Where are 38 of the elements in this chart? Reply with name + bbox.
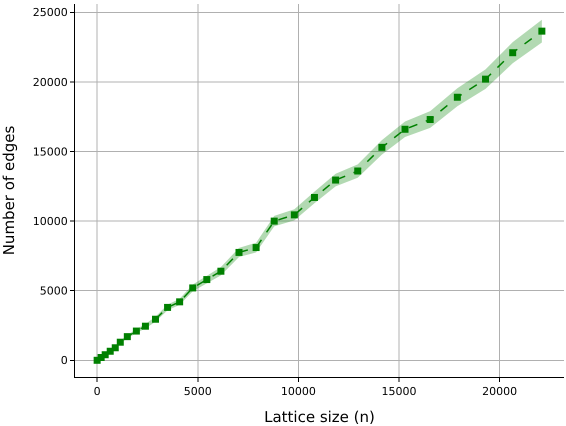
x-tick-label: 0	[94, 385, 101, 398]
point	[112, 344, 119, 352]
point	[270, 218, 278, 225]
point	[354, 168, 362, 175]
y-axis-title: Number of edges	[0, 126, 18, 256]
point	[426, 116, 434, 124]
point	[538, 28, 546, 35]
point	[402, 126, 409, 133]
point	[290, 211, 298, 218]
point	[189, 284, 196, 292]
point	[378, 144, 386, 151]
point	[132, 328, 140, 335]
x-axis-title: Lattice size (n)	[264, 408, 375, 426]
point	[164, 304, 172, 311]
x-tick-label: 10000	[280, 385, 316, 398]
point	[252, 244, 260, 252]
point	[152, 316, 159, 323]
point	[116, 338, 124, 346]
y-tick-label: 25000	[32, 6, 68, 20]
y-tick-label: 0	[60, 354, 68, 368]
point	[310, 194, 318, 201]
point	[509, 49, 516, 56]
y-tick-label: 10000	[32, 214, 68, 228]
point	[236, 248, 243, 256]
point	[203, 276, 210, 284]
point	[482, 76, 490, 83]
point	[454, 94, 461, 101]
point	[142, 322, 149, 330]
y-tick-label: 20000	[32, 76, 68, 89]
point	[176, 298, 184, 306]
point	[332, 176, 340, 184]
x-tick-label: 20000	[482, 385, 518, 398]
y-tick-label: 5000	[40, 284, 68, 298]
point	[124, 333, 131, 340]
y-tick-label: 15000	[32, 145, 68, 158]
x-tick-label: 5000	[184, 385, 212, 398]
x-tick-label: 15000	[381, 385, 416, 398]
point	[217, 268, 224, 275]
